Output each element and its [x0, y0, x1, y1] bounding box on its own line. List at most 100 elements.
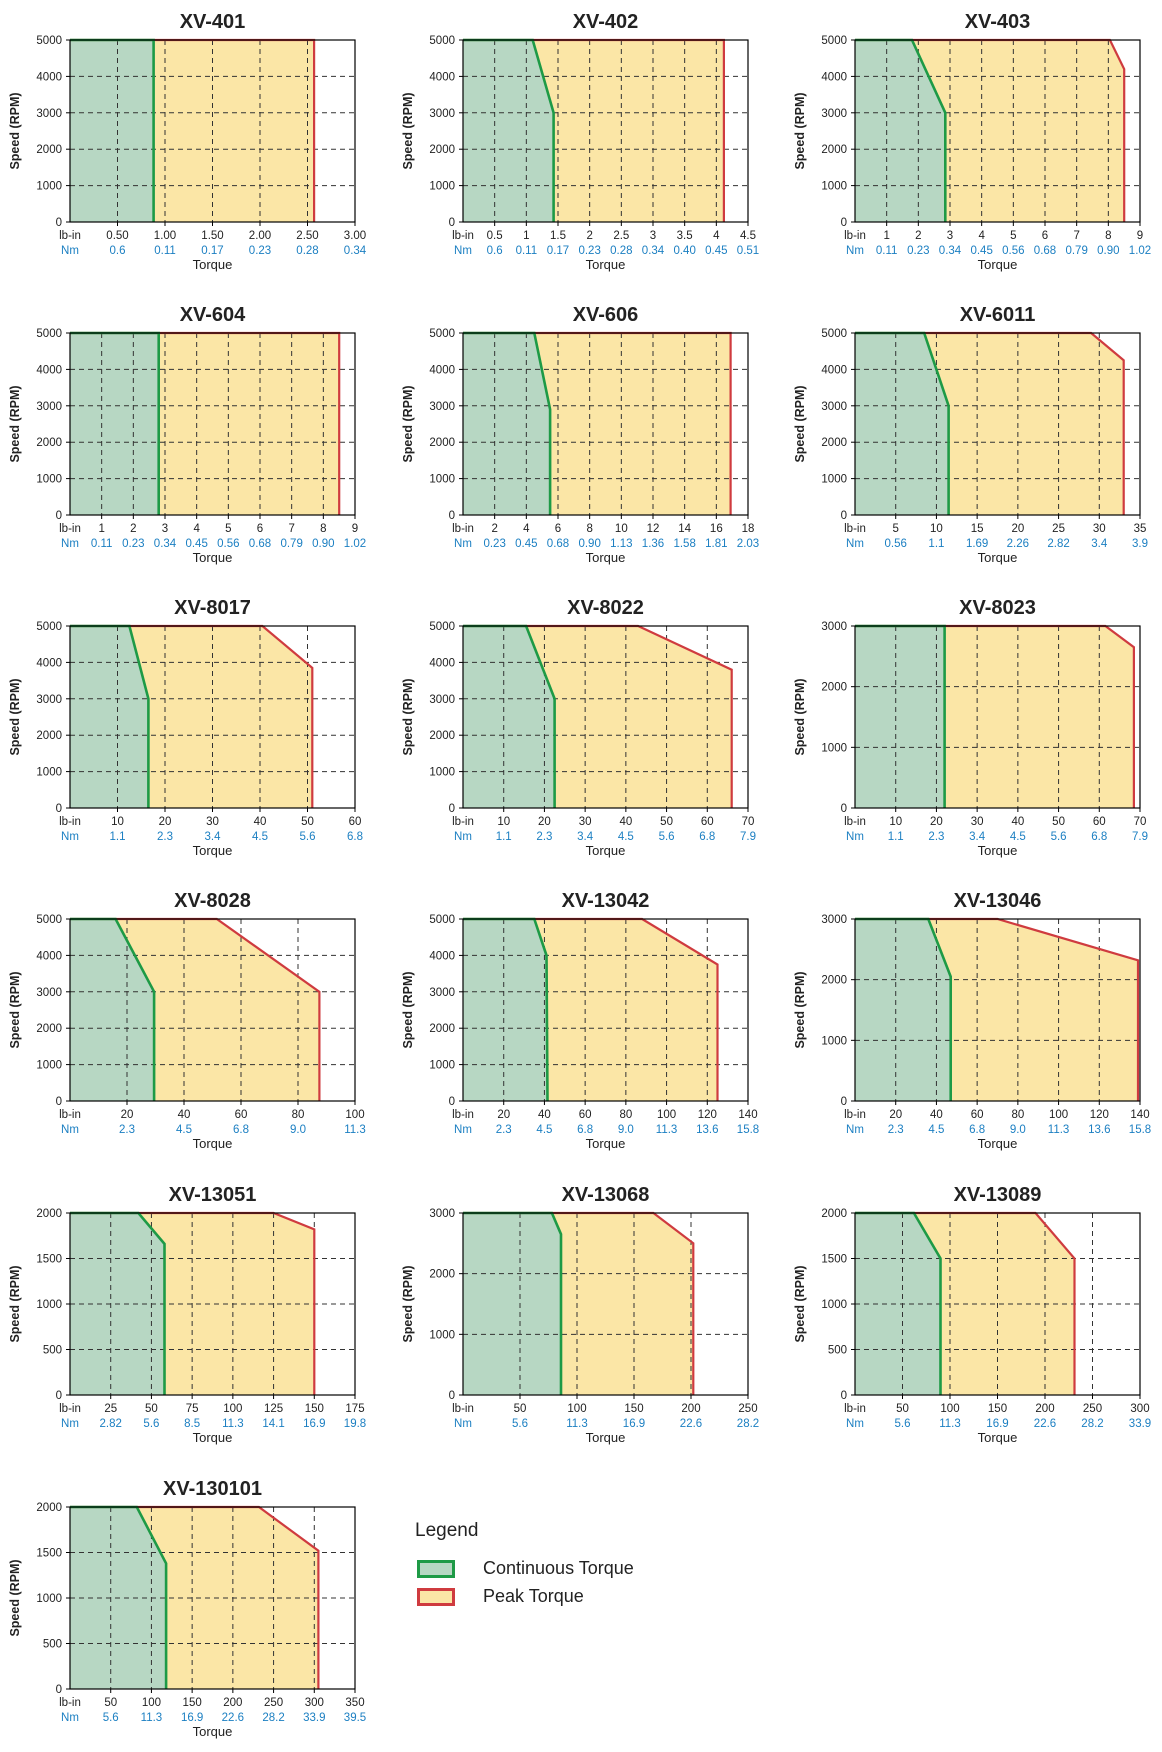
x-tick-label-nm: 1.1	[888, 831, 904, 843]
x-tick-label-lbin: 25	[104, 1403, 117, 1415]
continuous-torque-area	[463, 1213, 561, 1395]
x-unit-lbin: lb-in	[59, 1109, 81, 1121]
y-axis-label: Speed (RPM)	[793, 92, 807, 169]
y-tick-label: 5000	[36, 328, 62, 340]
y-tick-label: 4000	[429, 950, 455, 962]
x-tick-label-nm: 3.4	[205, 831, 222, 843]
x-tick-label-nm: 4.5	[176, 1124, 192, 1136]
x-tick-label-lbin: 3	[650, 230, 656, 242]
x-tick-label-nm: 3.4	[969, 831, 986, 843]
x-tick-label-lbin: 3.00	[344, 230, 366, 242]
plot-frame	[854, 39, 1141, 223]
x-tick-label-lbin: 50	[301, 816, 314, 828]
x-tick-label-lbin: 60	[349, 816, 362, 828]
x-tick-label-nm: 1.1	[110, 831, 126, 843]
x-tick-label-nm: 4.5	[536, 1124, 552, 1136]
x-unit-nm: Nm	[454, 831, 472, 843]
plot-frame	[462, 1212, 749, 1396]
x-tick-label-lbin: 50	[104, 1697, 117, 1709]
x-tick-label-lbin: 25	[1052, 523, 1065, 535]
x-axis-label: Torque	[586, 257, 626, 272]
x-tick-label-lbin: 80	[1011, 1109, 1024, 1121]
x-tick-label-nm: 1.13	[610, 538, 632, 550]
y-tick-label: 1500	[36, 1254, 62, 1266]
x-axis-label: Torque	[193, 550, 233, 565]
legend-item-peak: Peak Torque	[415, 1586, 735, 1610]
x-unit-lbin: lb-in	[59, 1403, 81, 1415]
x-tick-label-lbin: 10	[615, 523, 628, 535]
x-tick-label-lbin: 0.5	[487, 230, 503, 242]
y-tick-label: 5000	[429, 35, 455, 47]
x-tick-label-nm: 1.02	[344, 538, 366, 550]
x-unit-lbin: lb-in	[844, 1403, 866, 1415]
y-axis-label: Speed (RPM)	[401, 678, 415, 755]
x-tick-label-nm: 6.8	[699, 831, 715, 843]
chart-title: XV-13068	[562, 1184, 650, 1206]
x-unit-lbin: lb-in	[452, 1109, 474, 1121]
plot-frame	[854, 332, 1141, 516]
x-tick-label-lbin: 1.50	[201, 230, 223, 242]
x-tick-label-lbin: 150	[624, 1403, 643, 1415]
y-tick-label: 3000	[429, 401, 455, 413]
y-tick-label: 2000	[821, 682, 847, 694]
x-tick-label-nm: 0.34	[344, 245, 367, 257]
x-tick-label-nm: 15.8	[737, 1124, 759, 1136]
x-tick-label-nm: 3.4	[1091, 538, 1108, 550]
x-tick-label-lbin: 250	[1083, 1403, 1102, 1415]
x-tick-label-lbin: 50	[896, 1403, 909, 1415]
x-tick-label-nm: 2.3	[928, 831, 944, 843]
x-tick-label-lbin: 3.5	[677, 230, 693, 242]
x-tick-label-nm: 0.56	[1002, 245, 1024, 257]
y-tick-label: 1000	[821, 742, 847, 754]
y-axis-label: Speed (RPM)	[8, 385, 22, 462]
x-tick-label-nm: 0.11	[91, 538, 113, 550]
x-tick-label-lbin: 10	[889, 816, 902, 828]
y-axis-label: Speed (RPM)	[8, 92, 22, 169]
x-tick-label-lbin: 2.50	[296, 230, 318, 242]
x-tick-label-lbin: 4.5	[740, 230, 756, 242]
x-tick-label-lbin: 9	[352, 523, 358, 535]
x-tick-label-nm: 0.34	[154, 538, 177, 550]
x-tick-label-nm: 0.45	[970, 245, 992, 257]
y-axis-label: Speed (RPM)	[401, 385, 415, 462]
x-tick-label-lbin: 100	[940, 1403, 959, 1415]
x-tick-label-lbin: 0.50	[106, 230, 128, 242]
x-tick-label-nm: 5.6	[1051, 831, 1067, 843]
x-tick-label-nm: 0.17	[547, 245, 569, 257]
x-tick-label-lbin: 16	[710, 523, 723, 535]
x-tick-label-lbin: 140	[738, 1109, 757, 1121]
plot-frame	[69, 332, 356, 516]
x-unit-lbin: lb-in	[59, 523, 81, 535]
x-tick-label-nm: 22.6	[222, 1712, 244, 1724]
x-tick-label-lbin: 120	[1090, 1109, 1109, 1121]
y-tick-label: 4000	[821, 71, 847, 83]
x-axis-label: Torque	[193, 1136, 233, 1151]
y-tick-label: 3000	[36, 401, 62, 413]
continuous-torque-area	[70, 333, 159, 515]
x-tick-label-nm: 3.9	[1132, 538, 1148, 550]
x-tick-label-lbin: 6	[257, 523, 263, 535]
x-tick-label-nm: 2.3	[496, 1124, 512, 1136]
x-tick-label-lbin: 20	[930, 816, 943, 828]
x-tick-label-nm: 19.8	[344, 1418, 366, 1430]
x-tick-label-nm: 0.23	[122, 538, 144, 550]
x-tick-label-nm: 2.26	[1007, 538, 1029, 550]
plot-frame	[854, 918, 1141, 1102]
plot-frame	[462, 332, 749, 516]
x-tick-label-lbin: 20	[159, 816, 172, 828]
x-tick-label-lbin: 300	[305, 1697, 324, 1709]
continuous-torque-area	[463, 626, 555, 808]
y-tick-label: 2000	[429, 1023, 455, 1035]
x-tick-label-lbin: 40	[178, 1109, 191, 1121]
chart-panel: XV-8017 0 1000 2000 3000 4000 5000 Speed (RPM) l…	[8, 597, 363, 858]
x-tick-label-lbin: 2	[915, 230, 921, 242]
x-tick-label-nm: 3.4	[577, 831, 594, 843]
x-tick-label-nm: 2.3	[119, 1124, 135, 1136]
y-tick-label: 2000	[36, 1502, 62, 1514]
x-tick-label-lbin: 250	[738, 1403, 757, 1415]
x-axis-label: Torque	[978, 843, 1018, 858]
continuous-torque-area	[855, 333, 949, 515]
y-axis-label: Speed (RPM)	[8, 971, 22, 1048]
y-tick-label: 1000	[429, 1060, 455, 1072]
x-tick-label-nm: 0.23	[907, 245, 929, 257]
